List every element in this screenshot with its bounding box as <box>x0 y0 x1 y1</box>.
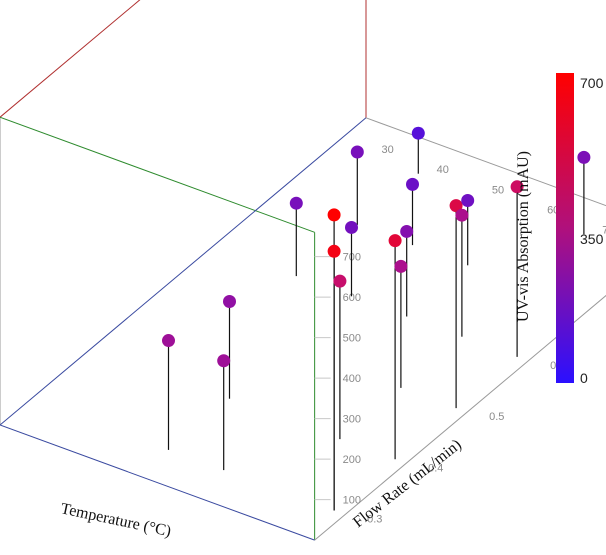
right-wall-top-edge <box>0 116 315 233</box>
data-point <box>345 220 358 234</box>
back-wall-top-edge <box>0 0 141 118</box>
floor-back-edge <box>0 424 315 541</box>
axes-box <box>0 0 606 541</box>
data-point <box>577 150 591 164</box>
colorbar-title: UV-vis Absorption (mAU) <box>515 151 532 322</box>
data-point <box>350 145 364 159</box>
z-tick-label: 300 <box>343 414 361 426</box>
data-point <box>333 274 347 288</box>
data-point <box>449 199 463 213</box>
x-tick-label: 40 <box>437 164 449 176</box>
colorbar-min-label: 0 <box>580 370 588 386</box>
data-point <box>223 295 236 308</box>
z-tick-label: 500 <box>343 333 361 345</box>
y-axis-title: Flow Rate (mL/min) <box>350 436 465 531</box>
data-point <box>388 234 402 248</box>
data-point <box>400 224 414 238</box>
z-tick-label: 600 <box>343 292 361 304</box>
data-point <box>406 177 419 191</box>
data-point <box>217 354 231 368</box>
floor-left-edge <box>0 117 367 426</box>
data-point <box>461 194 475 207</box>
data-point <box>510 180 524 194</box>
z-tick-label: 400 <box>343 373 361 385</box>
colorbar-max-label: 700 <box>580 75 604 91</box>
x-tick-label: 50 <box>492 184 504 196</box>
data-point <box>394 259 408 273</box>
colorbar-mid-label: 350 <box>580 231 604 247</box>
x-axis-title: Temperature (°C) <box>59 500 172 540</box>
data-point <box>327 244 341 258</box>
data-stems <box>167 133 585 511</box>
data-point <box>327 208 341 222</box>
y-tick-label: 0.3 <box>367 514 382 526</box>
colorbar: 700 350 0 UV-vis Absorption (mAU) <box>515 73 604 386</box>
x-tick-label: 30 <box>381 144 393 156</box>
z-tick-label: 200 <box>343 454 361 466</box>
data-point <box>162 334 175 348</box>
data-points <box>162 126 591 368</box>
data-point <box>411 126 425 140</box>
x-tick-label: 70 <box>602 225 606 237</box>
y-tick-label: 0.5 <box>489 411 504 423</box>
z-tick-label: 100 <box>343 495 361 507</box>
y-tick-label: 0.4 <box>428 462 443 474</box>
colorbar-gradient <box>556 73 574 383</box>
floor-right-edge <box>314 294 606 541</box>
data-point <box>455 208 469 222</box>
data-point <box>289 196 303 210</box>
